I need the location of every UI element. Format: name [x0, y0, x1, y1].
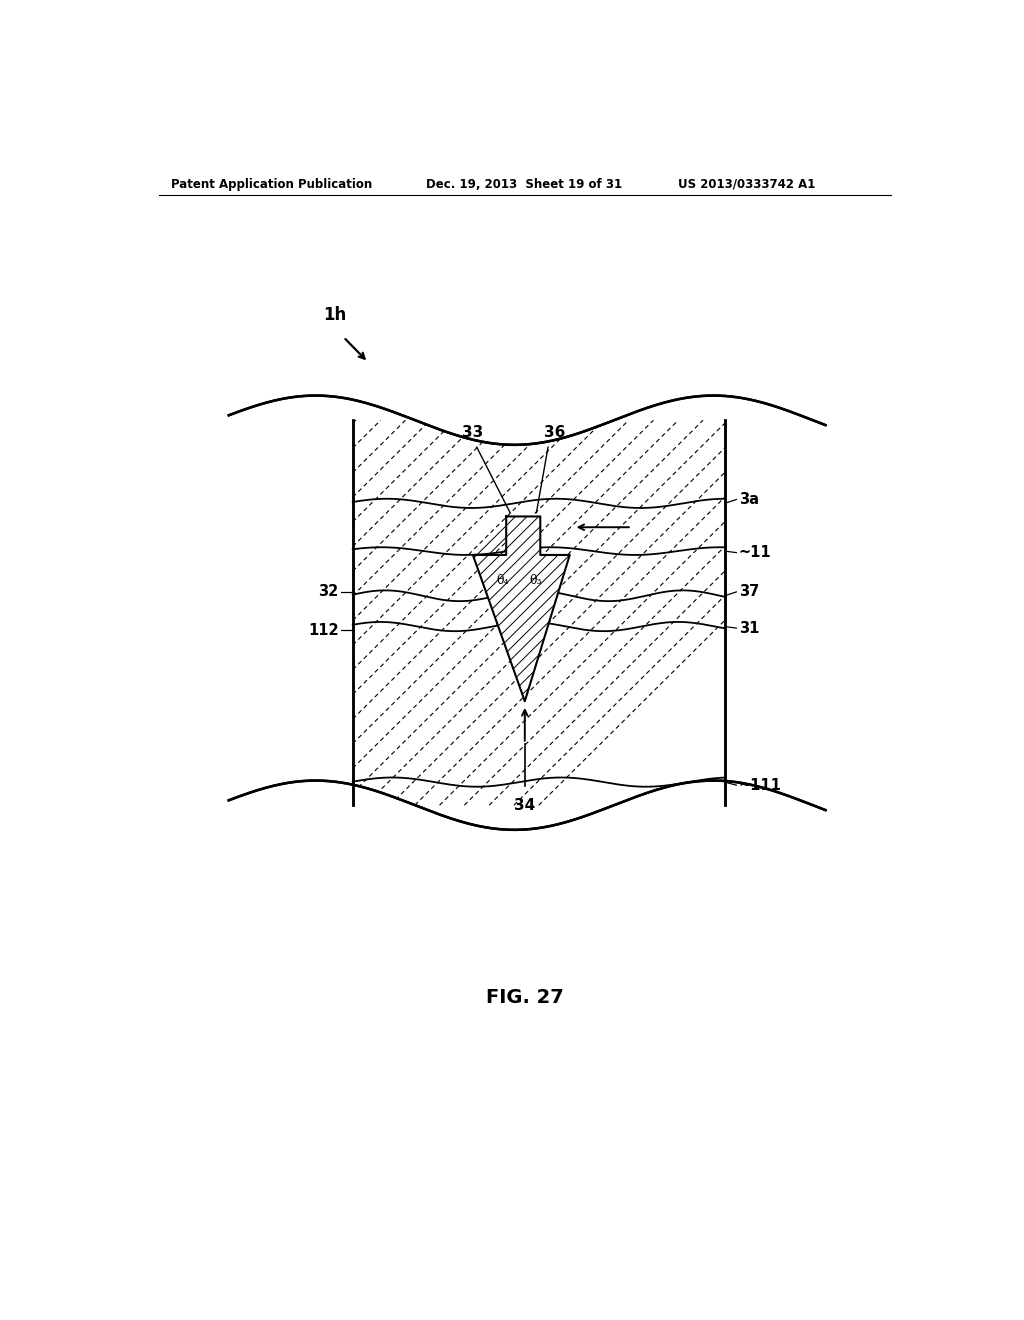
Text: ~11: ~11 [738, 545, 771, 560]
Text: θ₃: θ₃ [529, 574, 542, 587]
Text: 34: 34 [514, 797, 536, 813]
Bar [352, 420, 725, 805]
Text: US 2013/0333742 A1: US 2013/0333742 A1 [678, 178, 816, 190]
Text: FIG. 27: FIG. 27 [486, 989, 563, 1007]
Text: 1h: 1h [324, 306, 346, 323]
Text: 36: 36 [544, 425, 565, 440]
Text: 112: 112 [308, 623, 339, 638]
Text: θ₄: θ₄ [497, 574, 509, 587]
Polygon shape [228, 267, 825, 445]
Polygon shape [228, 780, 825, 960]
Polygon shape [725, 381, 825, 843]
Text: Patent Application Publication: Patent Application Publication [171, 178, 372, 190]
Text: 32: 32 [318, 585, 339, 599]
Text: 37: 37 [738, 585, 759, 599]
Polygon shape [473, 516, 569, 701]
Text: 31: 31 [738, 620, 759, 636]
Polygon shape [228, 381, 352, 843]
Text: 33: 33 [462, 425, 483, 440]
Text: 3a: 3a [738, 492, 759, 507]
Text: Dec. 19, 2013  Sheet 19 of 31: Dec. 19, 2013 Sheet 19 of 31 [426, 178, 623, 190]
Text: ~111: ~111 [738, 777, 781, 793]
